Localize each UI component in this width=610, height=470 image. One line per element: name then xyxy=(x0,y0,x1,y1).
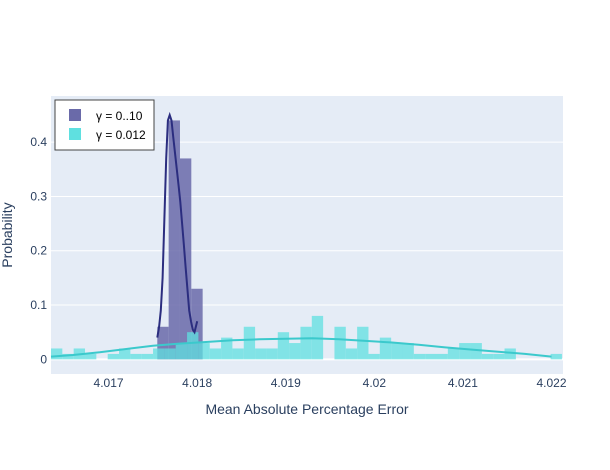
y-axis-title: Probability xyxy=(0,202,15,267)
histogram-bar-series-2[interactable] xyxy=(141,353,154,360)
x-tick-label: 4.02 xyxy=(363,376,387,390)
legend-swatch-series-2 xyxy=(69,128,81,140)
x-tick-label: 4.021 xyxy=(448,376,478,390)
histogram-bar-series-2[interactable] xyxy=(198,343,210,360)
histogram-bar-series-2[interactable] xyxy=(436,353,448,360)
legend-swatch-series-1 xyxy=(69,109,81,121)
y-tick-label: 0.4 xyxy=(30,135,47,149)
histogram-bar-series-2[interactable] xyxy=(368,353,380,360)
histogram-bar-series-2[interactable] xyxy=(447,348,460,360)
histogram-bar-series-2[interactable] xyxy=(243,326,256,360)
histogram-bar-series-2[interactable] xyxy=(51,348,63,360)
histogram-bar-series-2[interactable] xyxy=(289,343,301,360)
histogram-bar-series-2[interactable] xyxy=(345,348,358,360)
x-tick-label: 4.019 xyxy=(271,376,301,390)
histogram-bar-series-2[interactable] xyxy=(119,348,131,360)
histogram-bar-series-2[interactable] xyxy=(493,353,505,360)
x-tick-label: 4.022 xyxy=(536,376,566,390)
histogram-bar-series-1[interactable] xyxy=(157,326,169,360)
histogram-bar-series-2[interactable] xyxy=(357,326,369,360)
histogram-bar-series-2[interactable] xyxy=(209,348,222,360)
histogram-bar-series-2[interactable] xyxy=(62,353,74,360)
histogram-bar-series-2[interactable] xyxy=(504,348,516,360)
x-axis-title: Mean Absolute Percentage Error xyxy=(205,401,408,417)
histogram-bar-series-1[interactable] xyxy=(168,120,180,360)
histogram-bar-series-2[interactable] xyxy=(85,353,97,360)
legend[interactable]: γ = 0..10 γ = 0.012 xyxy=(54,99,155,151)
density-curve-series-2[interactable] xyxy=(50,337,552,358)
y-tick-label: 0.3 xyxy=(30,189,47,203)
density-curve-series-1[interactable] xyxy=(156,111,199,338)
histogram-bar-series-2[interactable] xyxy=(413,353,426,360)
histogram-bar-series-2[interactable] xyxy=(391,343,403,360)
x-tick-label: 4.017 xyxy=(94,376,124,390)
histogram-bar-series-2[interactable] xyxy=(550,353,562,360)
histogram-bar-series-2[interactable] xyxy=(459,343,471,360)
histogram-bar-series-2[interactable] xyxy=(153,348,165,360)
y-tick-label: 0.1 xyxy=(30,298,47,312)
histogram-bar-series-2[interactable] xyxy=(255,348,267,360)
density-curves xyxy=(50,111,552,358)
histogram-bar-series-2[interactable] xyxy=(164,348,176,360)
histogram-bar-series-2[interactable] xyxy=(379,337,392,360)
histogram-bar-series-2[interactable] xyxy=(470,343,482,360)
histogram-bar-series-2[interactable] xyxy=(266,348,278,360)
x-tick-labels: 4.017 4.018 4.019 4.02 4.021 4.022 xyxy=(94,376,567,390)
histogram-bar-series-2[interactable] xyxy=(130,353,142,360)
x-tick-label: 4.018 xyxy=(182,376,212,390)
histogram-bar-series-2[interactable] xyxy=(334,326,346,360)
histogram-bar-series-2[interactable] xyxy=(187,332,199,360)
histogram-bar-series-2[interactable] xyxy=(425,353,437,360)
histogram-bar-series-2[interactable] xyxy=(481,353,494,360)
histogram-bar-series-2[interactable] xyxy=(221,337,233,360)
histogram-bar-series-2[interactable] xyxy=(402,343,414,360)
histogram-bar-series-2[interactable] xyxy=(175,343,188,360)
y-tick-label: 0 xyxy=(40,352,47,366)
histogram-bar-series-2[interactable] xyxy=(107,353,120,360)
legend-label-series-1: γ = 0..10 xyxy=(96,109,143,123)
legend-box xyxy=(54,99,155,151)
y-tick-labels: 0 0.1 0.2 0.3 0.4 xyxy=(30,135,47,366)
histogram-bar-series-2[interactable] xyxy=(232,348,244,360)
y-tick-label: 0.2 xyxy=(30,244,47,258)
legend-label-series-2: γ = 0.012 xyxy=(96,128,146,142)
histogram-bar-series-2[interactable] xyxy=(300,326,312,360)
histogram-bar-series-2[interactable] xyxy=(277,332,290,360)
